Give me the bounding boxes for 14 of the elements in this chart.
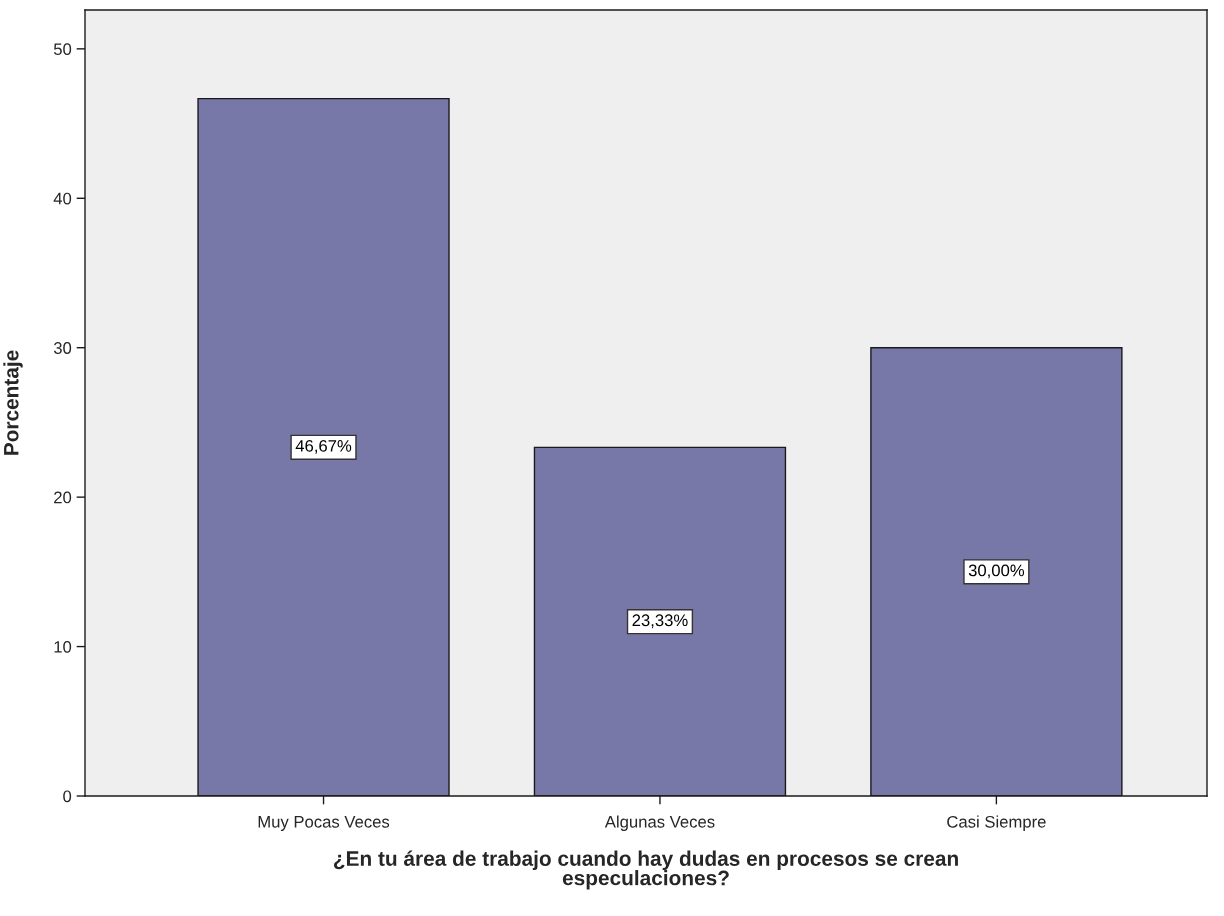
data-label: 46,67% bbox=[295, 439, 352, 454]
data-label: 23,33% bbox=[632, 614, 688, 629]
y-tick-label: 40 bbox=[53, 192, 72, 205]
y-axis-title: Porcentaje bbox=[3, 350, 23, 455]
x-tick-label: Muy Pocas Veces bbox=[258, 816, 390, 831]
x-axis-title: ¿En tu área de trabajo cuando hay dudas en procesos se crean especulaciones? bbox=[334, 850, 958, 890]
y-tick-label: 20 bbox=[54, 491, 72, 504]
x-tick-label: Casi Siempre bbox=[947, 815, 1046, 831]
y-tick-label: 50 bbox=[53, 43, 72, 56]
data-label: 30,00% bbox=[968, 564, 1025, 579]
y-tick-label: 10 bbox=[54, 640, 72, 653]
y-tick-label: 30 bbox=[53, 342, 72, 354]
y-tick-label: 0 bbox=[63, 790, 72, 803]
x-tick-label: Algunas Veces bbox=[604, 815, 715, 831]
